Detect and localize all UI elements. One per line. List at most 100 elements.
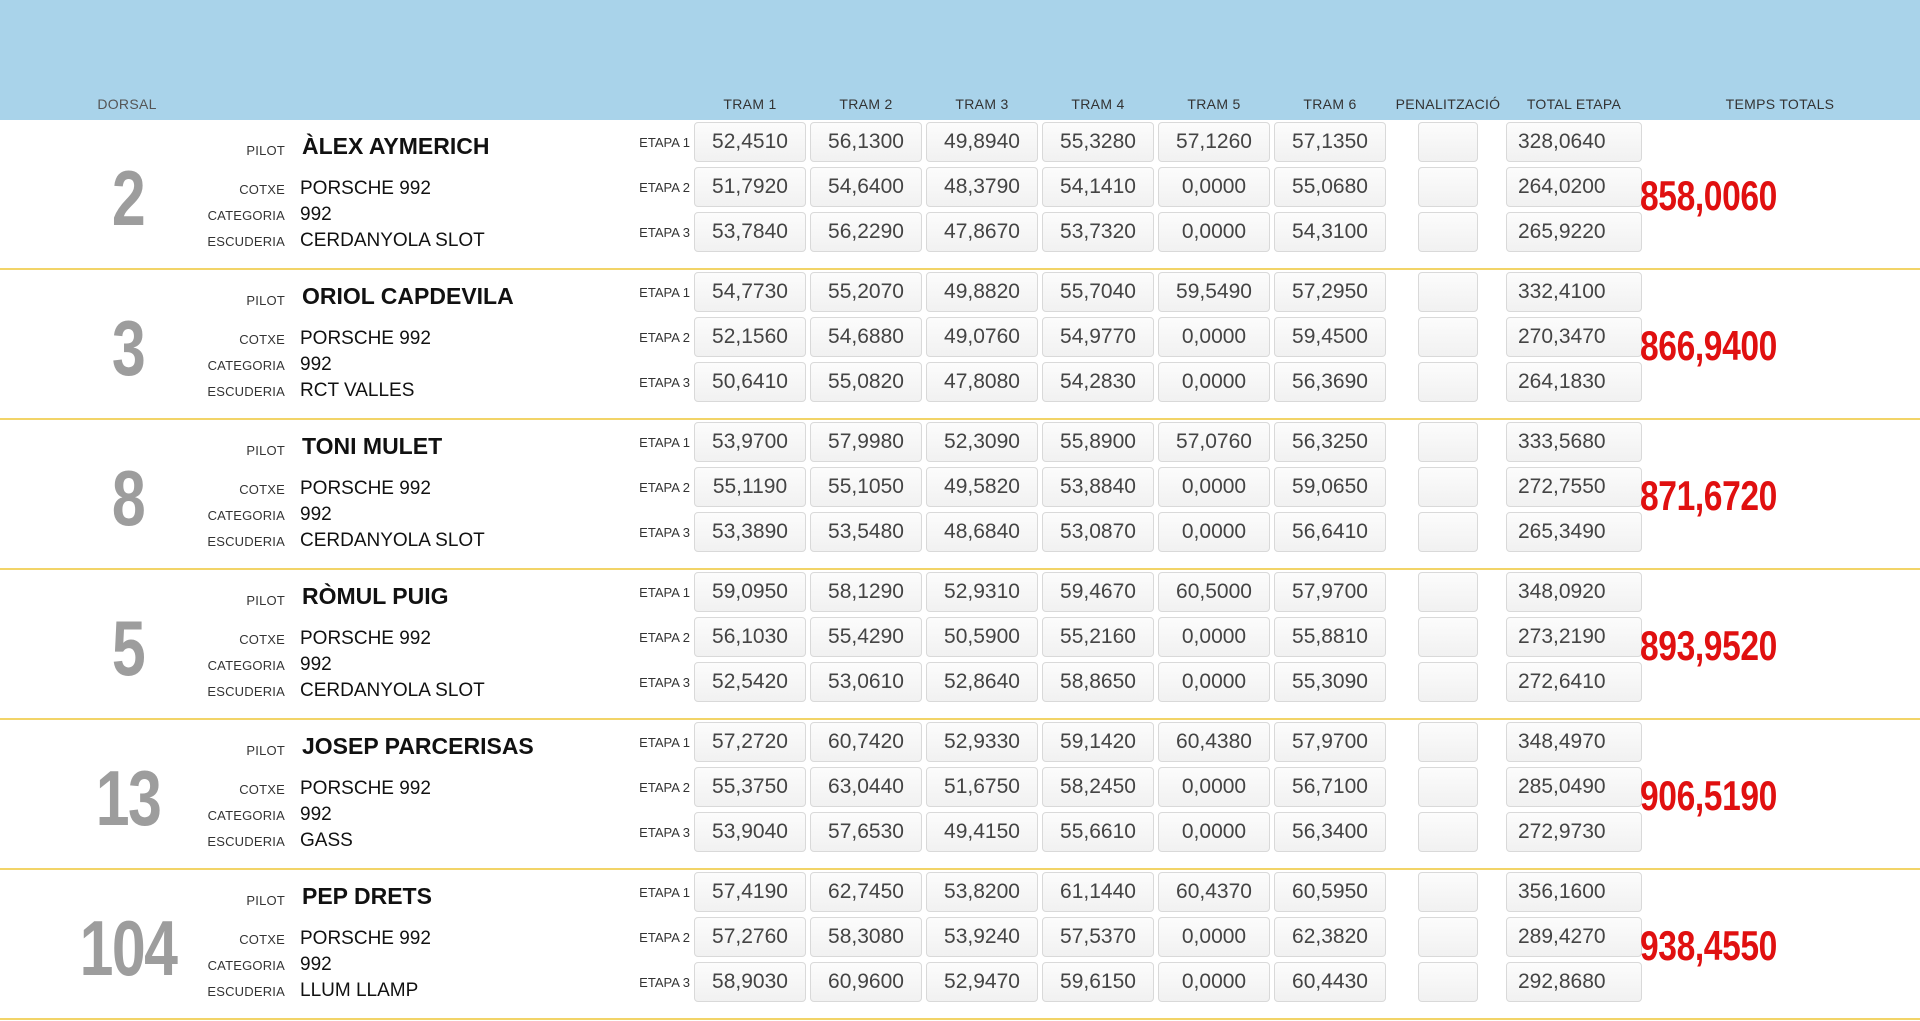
tram-time-cell: 0,0000 <box>1158 617 1270 657</box>
tram-time-cell: 0,0000 <box>1158 812 1270 852</box>
grand-total: 906,5190 <box>1640 772 1777 819</box>
cotxe-value: PORSCHE 992 <box>300 478 431 499</box>
tram-time-cell: 59,5490 <box>1158 272 1270 312</box>
tram-time-cell: 0,0000 <box>1158 467 1270 507</box>
cotxe-label: COTXE <box>239 482 285 497</box>
dorsal-number: 5 <box>111 604 146 692</box>
tram-time-cell: 53,9040 <box>694 812 806 852</box>
penalty-cell <box>1418 617 1478 657</box>
pilot-label: PILOT <box>246 443 285 458</box>
escuderia-label: ESCUDERIA <box>207 834 285 849</box>
tram-time-cell: 53,7840 <box>694 212 806 252</box>
stage-total-cell: 272,9730 <box>1506 812 1642 852</box>
tram-time-cell: 55,1190 <box>694 467 806 507</box>
categoria-value: 992 <box>300 504 332 525</box>
cotxe-label: COTXE <box>239 932 285 947</box>
tram-time-cell: 56,3400 <box>1274 812 1386 852</box>
escuderia-value: CERDANYOLA SLOT <box>300 680 485 701</box>
tram-time-cell: 56,2290 <box>810 212 922 252</box>
tram-time-cell: 55,0680 <box>1274 167 1386 207</box>
result-entry: 3 PILOT ORIOL CAPDEVILA COTXE PORSCHE 992 CAT… <box>0 270 1920 420</box>
result-entry: 5 PILOT RÒMUL PUIG COTXE PORSCHE 992 CATEGORI… <box>0 570 1920 720</box>
tram-time-cell: 56,7100 <box>1274 767 1386 807</box>
tram-time-cell: 57,5370 <box>1042 917 1154 957</box>
cotxe-value: PORSCHE 992 <box>300 328 431 349</box>
header-tram-3: TRAM 3 <box>955 96 1009 112</box>
tram-time-cell: 55,3280 <box>1042 122 1154 162</box>
tram-time-cell: 0,0000 <box>1158 317 1270 357</box>
pilot-name: ORIOL CAPDEVILA <box>302 283 514 309</box>
categoria-value: 992 <box>300 804 332 825</box>
etapa-label: ETAPA 2 <box>639 480 690 495</box>
pilot-name: RÒMUL PUIG <box>302 583 449 609</box>
stage-total-cell: 273,2190 <box>1506 617 1642 657</box>
cotxe-label: COTXE <box>239 782 285 797</box>
tram-time-cell: 0,0000 <box>1158 212 1270 252</box>
header-tram-1: TRAM 1 <box>723 96 777 112</box>
tram-time-cell: 47,8670 <box>926 212 1038 252</box>
tram-time-cell: 53,7320 <box>1042 212 1154 252</box>
escuderia-label: ESCUDERIA <box>207 384 285 399</box>
etapa-label: ETAPA 2 <box>639 780 690 795</box>
stage-total-cell: 332,4100 <box>1506 272 1642 312</box>
cotxe-value: PORSCHE 992 <box>300 778 431 799</box>
tram-time-cell: 60,7420 <box>810 722 922 762</box>
tram-time-cell: 60,5000 <box>1158 572 1270 612</box>
tram-time-cell: 57,2950 <box>1274 272 1386 312</box>
etapa-label: ETAPA 3 <box>639 225 690 240</box>
etapa-label: ETAPA 1 <box>639 135 690 150</box>
header-band <box>0 0 1920 120</box>
tram-time-cell: 57,0760 <box>1158 422 1270 462</box>
tram-time-cell: 0,0000 <box>1158 962 1270 1002</box>
etapa-label: ETAPA 3 <box>639 825 690 840</box>
tram-time-cell: 48,3790 <box>926 167 1038 207</box>
stage-total-cell: 328,0640 <box>1506 122 1642 162</box>
tram-time-cell: 49,4150 <box>926 812 1038 852</box>
tram-time-cell: 57,9980 <box>810 422 922 462</box>
pilot-label: PILOT <box>246 893 285 908</box>
penalty-cell <box>1418 767 1478 807</box>
penalty-cell <box>1418 512 1478 552</box>
tram-time-cell: 59,1420 <box>1042 722 1154 762</box>
tram-time-cell: 54,6400 <box>810 167 922 207</box>
cotxe-label: COTXE <box>239 332 285 347</box>
penalty-cell <box>1418 572 1478 612</box>
dorsal-number: 8 <box>111 454 146 542</box>
header-total-etapa: TOTAL ETAPA <box>1526 96 1622 112</box>
tram-time-cell: 60,9600 <box>810 962 922 1002</box>
grand-total: 858,0060 <box>1640 172 1777 219</box>
cotxe-label: COTXE <box>239 632 285 647</box>
penalty-cell <box>1418 167 1478 207</box>
tram-time-cell: 57,2720 <box>694 722 806 762</box>
etapa-label: ETAPA 2 <box>639 330 690 345</box>
header-tram-2: TRAM 2 <box>839 96 893 112</box>
tram-time-cell: 55,7040 <box>1042 272 1154 312</box>
penalty-cell <box>1418 662 1478 702</box>
header-penalitzacio: PENALITZACIÓ <box>1395 96 1501 112</box>
header-temps-totals: TEMPS TOTALS <box>1725 96 1835 112</box>
grand-total: 893,9520 <box>1640 622 1777 669</box>
tram-time-cell: 0,0000 <box>1158 917 1270 957</box>
tram-time-cell: 59,0950 <box>694 572 806 612</box>
tram-time-cell: 58,1290 <box>810 572 922 612</box>
penalty-cell <box>1418 422 1478 462</box>
header-tram-6: TRAM 6 <box>1303 96 1357 112</box>
categoria-label: CATEGORIA <box>207 658 285 673</box>
tram-time-cell: 52,9330 <box>926 722 1038 762</box>
etapa-label: ETAPA 1 <box>639 585 690 600</box>
penalty-cell <box>1418 362 1478 402</box>
header-tram-4: TRAM 4 <box>1071 96 1125 112</box>
tram-time-cell: 54,6880 <box>810 317 922 357</box>
cotxe-value: PORSCHE 992 <box>300 928 431 949</box>
tram-time-cell: 54,9770 <box>1042 317 1154 357</box>
tram-time-cell: 50,6410 <box>694 362 806 402</box>
categoria-label: CATEGORIA <box>207 958 285 973</box>
escuderia-label: ESCUDERIA <box>207 984 285 999</box>
penalty-cell <box>1418 272 1478 312</box>
pilot-label: PILOT <box>246 593 285 608</box>
penalty-cell <box>1418 467 1478 507</box>
categoria-label: CATEGORIA <box>207 208 285 223</box>
categoria-label: CATEGORIA <box>207 508 285 523</box>
tram-time-cell: 52,5420 <box>694 662 806 702</box>
tram-time-cell: 49,8940 <box>926 122 1038 162</box>
